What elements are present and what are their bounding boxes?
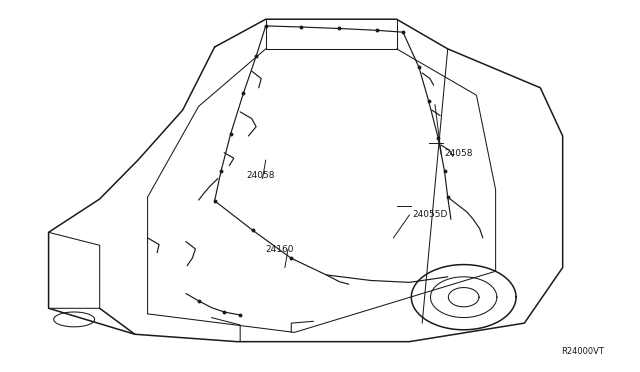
Text: 24058: 24058 — [445, 149, 473, 158]
Text: 24160: 24160 — [266, 245, 294, 254]
Text: 24055D: 24055D — [413, 210, 448, 219]
Text: R24000VT: R24000VT — [561, 347, 604, 356]
Text: 24058: 24058 — [246, 171, 275, 180]
